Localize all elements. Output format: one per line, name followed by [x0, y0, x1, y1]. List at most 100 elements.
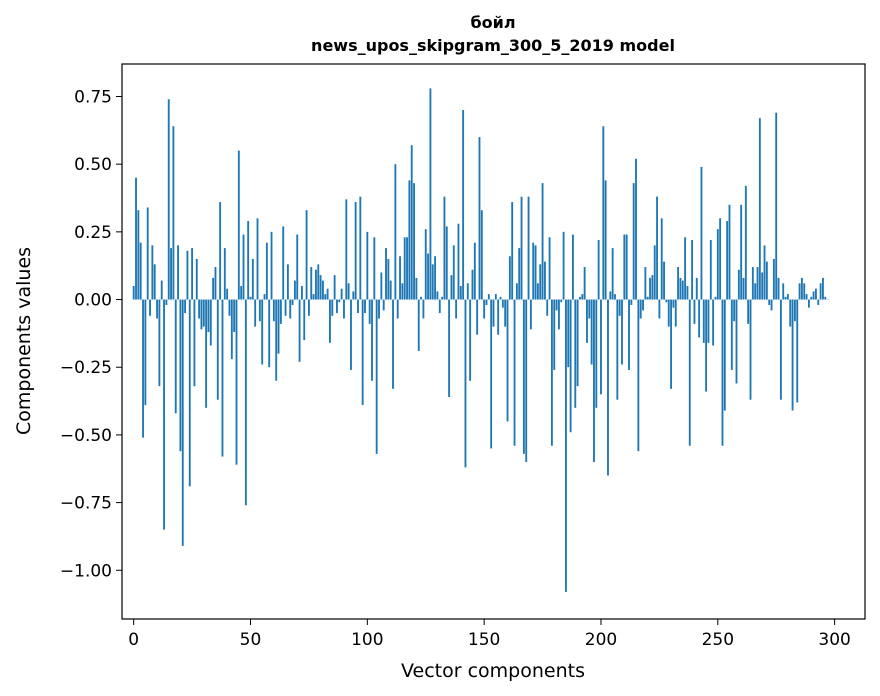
bar [504, 299, 507, 327]
bar [730, 299, 733, 370]
bar [534, 245, 537, 300]
bar [758, 118, 761, 300]
bar [205, 299, 208, 408]
bar [698, 299, 701, 338]
bar [270, 231, 273, 300]
bar [387, 258, 390, 300]
bar [791, 299, 794, 411]
bar [550, 299, 553, 446]
bar [478, 137, 481, 300]
bar [681, 280, 684, 300]
bar [532, 242, 535, 300]
y-tick-label: 0.00 [74, 291, 112, 311]
bar [254, 299, 257, 327]
bar [317, 264, 320, 300]
bar [459, 286, 462, 300]
bar [623, 234, 626, 300]
y-tick-label: 0.75 [74, 87, 112, 107]
bar [604, 180, 607, 300]
bar [345, 199, 348, 300]
bar [181, 299, 184, 546]
bar [233, 299, 236, 333]
bar [677, 267, 680, 300]
bar [653, 245, 656, 300]
bar [464, 299, 467, 468]
bar [616, 299, 619, 400]
bar [541, 183, 544, 300]
bar [667, 299, 670, 327]
bar [350, 299, 352, 370]
bar [298, 299, 301, 362]
bar [536, 283, 539, 300]
bar [457, 223, 460, 300]
bar [300, 286, 303, 300]
chart-subtitle: news_upos_skipgram_300_5_2019 model [311, 36, 675, 55]
bar [562, 231, 565, 300]
bar [382, 299, 385, 311]
bar [560, 299, 563, 303]
bar [293, 280, 296, 300]
bar [609, 291, 612, 300]
bar [702, 299, 705, 343]
bar [429, 88, 432, 300]
bar [256, 218, 259, 300]
bar [284, 299, 287, 316]
bar [186, 250, 189, 300]
bar [364, 299, 366, 314]
bar [721, 299, 724, 446]
bar [515, 283, 518, 300]
bar [527, 196, 530, 300]
bar [174, 299, 177, 414]
bar [775, 112, 778, 300]
y-axis-ticks: 0.75 0.50 0.25 0.00 −0.25 −0.50 −0.75 −1.00 [60, 87, 122, 581]
bar [644, 267, 647, 300]
bar [170, 248, 173, 300]
bar [151, 245, 154, 300]
bar [207, 299, 210, 333]
bar [716, 229, 719, 300]
bar [228, 299, 231, 316]
x-axis-ticks: 0 50 100 150 200 250 300 [128, 619, 851, 650]
bar [289, 299, 292, 319]
bar [607, 299, 609, 476]
bar [635, 158, 637, 300]
bar [810, 296, 813, 300]
bar [501, 299, 504, 308]
bar [371, 299, 373, 381]
bar [646, 296, 649, 300]
bar [441, 296, 444, 300]
bar [392, 299, 394, 389]
bar [132, 286, 135, 300]
bar [665, 299, 668, 303]
bar [195, 258, 198, 300]
bar [805, 294, 808, 300]
bar [167, 99, 170, 300]
bar [814, 288, 817, 300]
bar [770, 299, 773, 311]
bar [555, 299, 558, 311]
bar [483, 299, 486, 319]
bar [824, 296, 827, 300]
bar [156, 299, 158, 319]
bar [588, 299, 591, 319]
bar [347, 283, 350, 300]
bar [754, 283, 757, 300]
bar [786, 294, 789, 300]
bar [796, 299, 799, 403]
bar [399, 256, 401, 300]
bar [494, 294, 497, 300]
bar [583, 267, 586, 300]
bar [719, 218, 722, 300]
bar [513, 299, 516, 446]
bar [279, 299, 282, 324]
bar [431, 264, 434, 300]
y-tick-label: 0.25 [74, 223, 112, 243]
bar [572, 234, 574, 300]
bar [656, 196, 658, 300]
bar [378, 299, 380, 319]
bar [553, 299, 556, 370]
bar [600, 299, 602, 395]
bar [749, 299, 752, 400]
bar [492, 299, 495, 327]
bar [763, 245, 766, 300]
